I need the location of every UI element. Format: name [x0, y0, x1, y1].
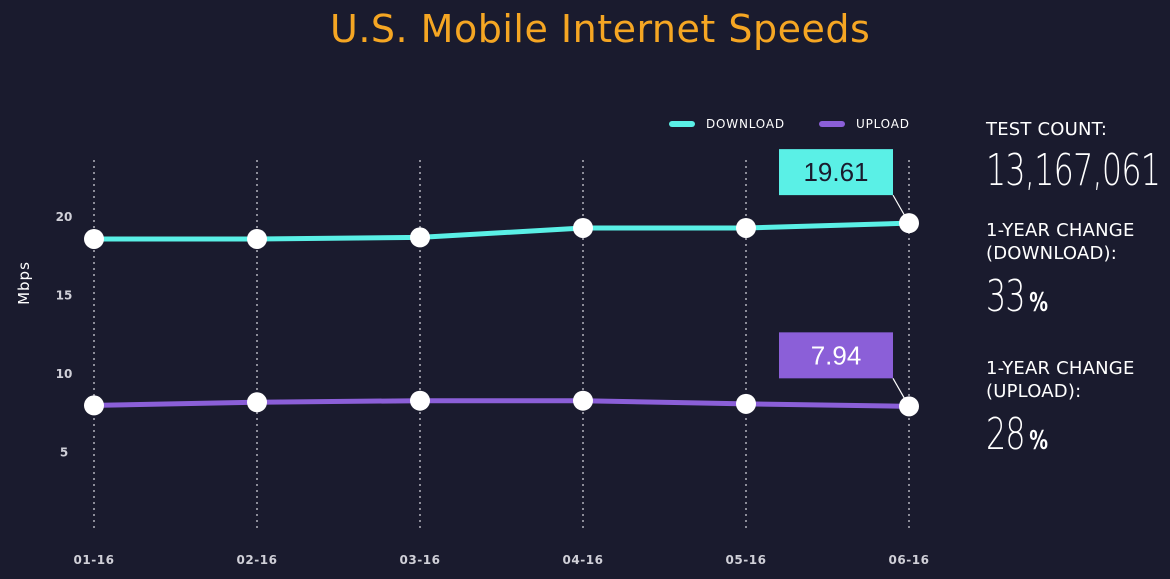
y-axis-label: Mbps: [15, 261, 33, 305]
x-tick-label: 06-16: [889, 553, 930, 567]
page-title: U.S. Mobile Internet Speeds: [330, 7, 871, 51]
upload-change-number: 28: [986, 409, 1026, 460]
callout-leader-upload: [892, 378, 906, 400]
y-tick-label: 15: [56, 289, 73, 303]
download-change-label: 1-YEAR CHANGE (DOWNLOAD):: [986, 220, 1135, 264]
series-line-download: [91, 220, 912, 242]
upload-change-value: 28%: [986, 409, 1116, 467]
callout-leader-download: [892, 194, 906, 217]
data-point-upload: [736, 393, 756, 414]
data-point-upload: [247, 392, 267, 413]
legend-label-upload: UPLOAD: [856, 117, 910, 131]
callout-box-download: [779, 149, 893, 196]
stats-panel: TEST COUNT: 13,167,061 1-YEAR CHANGE (DO…: [986, 118, 1166, 467]
download-change-percent: %: [1029, 288, 1048, 318]
x-tick-label: 04-16: [563, 553, 604, 567]
data-point-download: [84, 228, 104, 249]
data-point-download: [899, 213, 919, 234]
x-tick-label: 01-16: [74, 553, 115, 567]
upload-change-percent: %: [1029, 426, 1048, 456]
x-tick-label: 02-16: [237, 553, 278, 567]
data-point-upload: [573, 390, 593, 411]
data-point-download: [573, 217, 593, 238]
test-count-value: 13,167,061: [986, 145, 1161, 196]
y-tick-label: 20: [56, 210, 73, 224]
data-point-upload: [84, 395, 104, 416]
callout-value-upload: 7.94: [811, 340, 862, 370]
upload-change-label: 1-YEAR CHANGE (UPLOAD):: [986, 358, 1135, 402]
data-point-upload: [410, 390, 430, 411]
data-point-download: [247, 228, 267, 249]
test-count-label: TEST COUNT:: [986, 119, 1108, 140]
callout-value-download: 19.61: [803, 157, 868, 187]
series-line-upload: [91, 398, 912, 409]
y-tick-label: 5: [60, 446, 68, 460]
line-chart: 01-16 02-16 03-16 04-16 05-16 06-16 20 15 10 5 Mbp…: [15, 117, 930, 567]
data-point-download: [736, 217, 756, 238]
data-point-download: [410, 227, 430, 248]
x-tick-label: 03-16: [400, 553, 441, 567]
callout-box-upload: [779, 332, 893, 379]
legend-label-download: DOWNLOAD: [706, 117, 785, 131]
x-tick-label: 05-16: [726, 553, 767, 567]
data-point-upload: [899, 396, 919, 417]
y-tick-label: 10: [56, 367, 73, 381]
download-change-value: 33%: [986, 271, 1116, 329]
download-change-number: 33: [986, 271, 1026, 322]
